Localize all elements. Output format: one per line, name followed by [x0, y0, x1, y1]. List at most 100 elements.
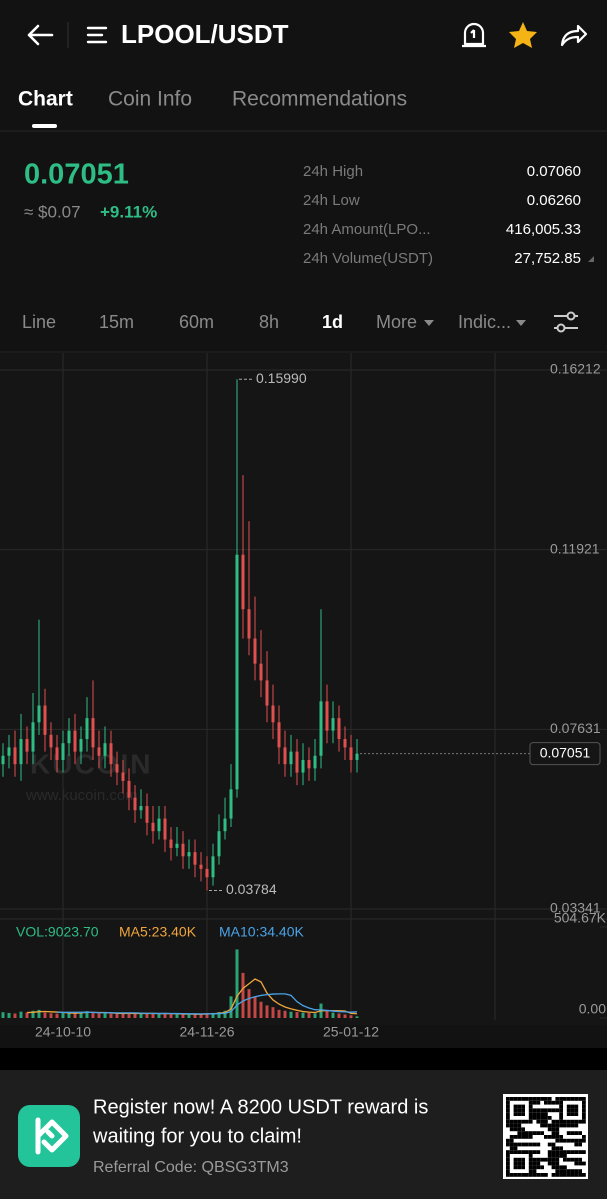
qr-module	[570, 1123, 575, 1128]
qr-module	[566, 1157, 571, 1162]
qr-module	[574, 1142, 579, 1147]
qr-module	[566, 1150, 571, 1154]
volume-legend: MA10:34.40K	[219, 924, 304, 940]
qr-module	[528, 1150, 533, 1154]
volume-bar	[79, 1012, 83, 1018]
qr-module	[559, 1173, 563, 1177]
qr-module	[509, 1097, 514, 1101]
qr-module	[570, 1150, 575, 1154]
volume-bar	[301, 1012, 305, 1018]
qr-module	[532, 1157, 537, 1162]
tab-active[interactable]: Chart	[18, 88, 73, 111]
qr-module	[582, 1138, 586, 1143]
qr-module	[547, 1154, 552, 1158]
chart-settings[interactable]	[554, 311, 578, 333]
qr-module	[578, 1169, 582, 1173]
qr-module	[555, 1100, 560, 1105]
qr-module	[517, 1127, 522, 1132]
qr-module	[513, 1157, 518, 1162]
candle-body	[127, 780, 131, 798]
qr-module	[521, 1104, 525, 1109]
candle-body	[349, 747, 353, 760]
interval[interactable]: Line	[22, 312, 56, 332]
qr-module	[574, 1097, 579, 1101]
candle-body	[229, 789, 233, 819]
candle-body	[91, 718, 95, 748]
qr-module	[506, 1116, 510, 1120]
qr-module	[551, 1119, 556, 1124]
qr-module	[506, 1150, 510, 1154]
favorite-star[interactable]	[509, 22, 537, 48]
tab-indicator	[32, 124, 57, 128]
volume-bar	[271, 1007, 275, 1018]
qr-module	[570, 1108, 575, 1113]
volume-bar	[7, 1012, 11, 1018]
stat-label: 24h High	[303, 163, 363, 180]
volume-bar	[19, 1011, 23, 1018]
candle-body	[325, 701, 329, 731]
candle-body	[43, 705, 47, 735]
indicator-menu[interactable]: Indic...	[458, 312, 511, 332]
qr-module	[570, 1169, 575, 1173]
qr-module	[551, 1108, 556, 1113]
volume-bar	[139, 1014, 143, 1018]
volume-bar	[331, 1012, 335, 1018]
qr-module	[563, 1097, 567, 1101]
qr-module	[517, 1112, 522, 1116]
qr-module	[574, 1138, 579, 1143]
qr-module	[506, 1173, 510, 1177]
qr-module	[555, 1146, 560, 1151]
volume-bar	[343, 1014, 347, 1018]
dropdown-caret	[424, 320, 434, 326]
menu-button[interactable]	[86, 26, 108, 44]
interval[interactable]: 60m	[179, 312, 214, 332]
candle-body	[1, 755, 5, 765]
qr-module	[506, 1112, 510, 1116]
candle-body	[157, 818, 161, 832]
interval-more[interactable]: More	[376, 312, 417, 332]
tab[interactable]: Recommendations	[232, 88, 407, 111]
qr-module	[513, 1127, 518, 1132]
tab[interactable]: Coin Info	[108, 88, 192, 111]
qr-module	[517, 1131, 522, 1135]
candle-body	[271, 705, 275, 723]
qr-module	[525, 1135, 529, 1139]
y-tick-label: 0.16212	[550, 361, 601, 377]
interval-active[interactable]: 1d	[322, 312, 343, 332]
qr-module	[506, 1157, 510, 1162]
volume-bar	[121, 1013, 125, 1018]
qr-module	[532, 1097, 537, 1101]
qr-module	[517, 1097, 522, 1101]
logo-mark	[35, 1117, 69, 1155]
qr-module	[570, 1131, 575, 1135]
qr-module	[536, 1150, 541, 1154]
qr-module	[555, 1138, 560, 1143]
interval[interactable]: 8h	[259, 312, 279, 332]
candle-body	[319, 701, 323, 756]
candle-body	[343, 739, 347, 748]
volume-bar	[91, 1012, 95, 1018]
qr-module	[517, 1161, 522, 1166]
volume-bar	[169, 1014, 173, 1018]
qr-module	[528, 1097, 533, 1101]
qr-module	[551, 1150, 556, 1154]
qr-module	[578, 1173, 582, 1177]
candle-body	[55, 747, 59, 760]
qr-module	[547, 1100, 552, 1105]
qr-module	[509, 1146, 514, 1151]
qr-module	[525, 1173, 529, 1177]
qr-module	[532, 1165, 537, 1170]
alert-button[interactable]	[462, 22, 486, 48]
back-button[interactable]	[27, 24, 54, 46]
qr-module	[536, 1112, 541, 1116]
qr-module	[513, 1112, 518, 1116]
qr-module	[513, 1108, 518, 1113]
share-button[interactable]	[560, 24, 588, 47]
qr-module	[555, 1161, 560, 1166]
interval[interactable]: 15m	[99, 312, 134, 332]
qr-module	[574, 1131, 579, 1135]
volume-legend: MA5:23.40K	[119, 924, 197, 940]
volume-bar	[307, 1012, 311, 1018]
qr-module	[509, 1123, 514, 1128]
candle-body	[289, 751, 293, 765]
